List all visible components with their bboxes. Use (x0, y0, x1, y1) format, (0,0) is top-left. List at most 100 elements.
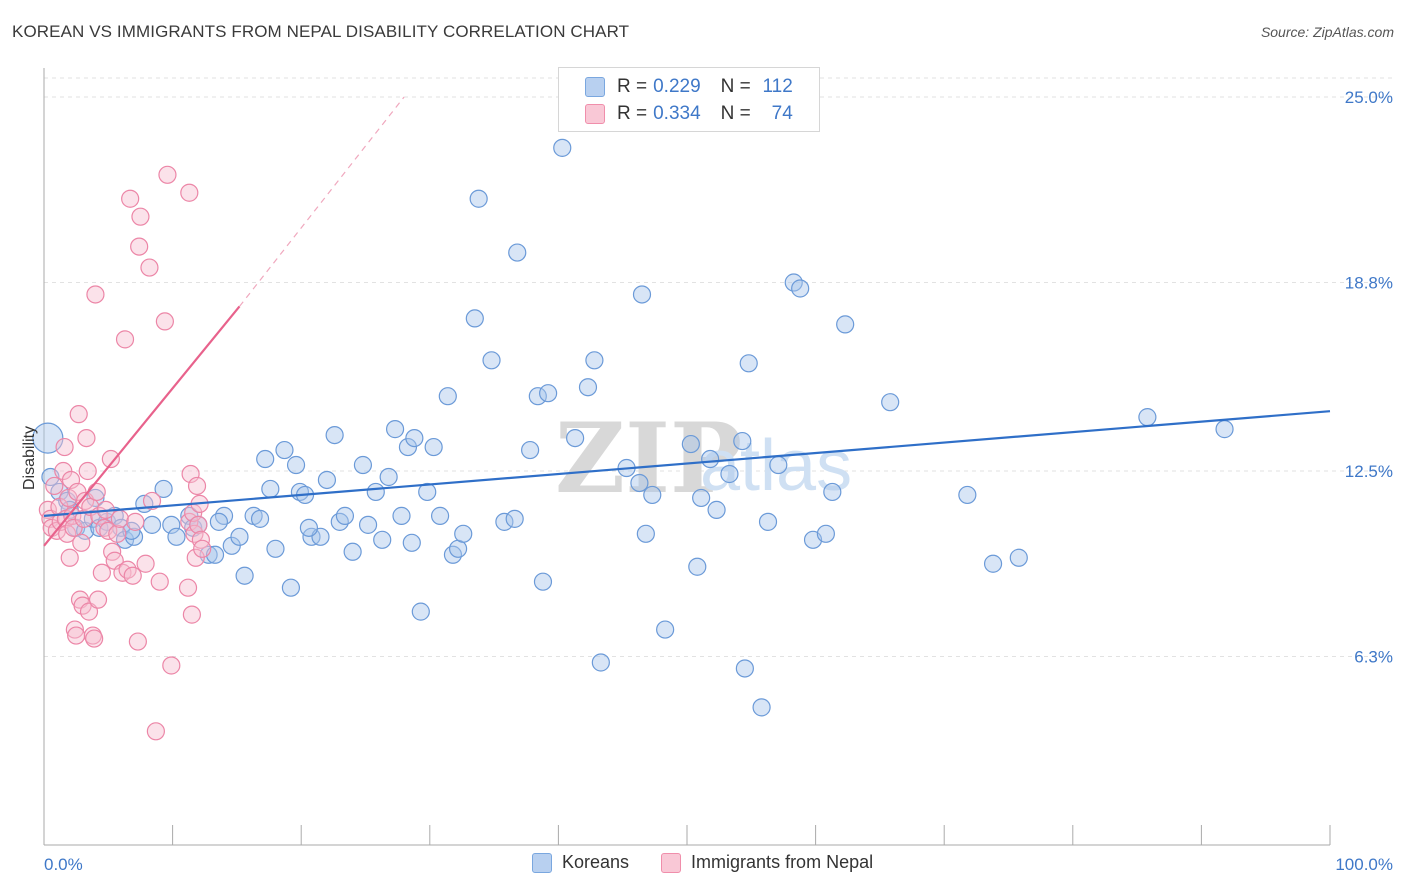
data-point (881, 393, 900, 412)
bottom-legend: Koreans Immigrants from Nepal (532, 852, 905, 873)
data-point (88, 590, 108, 609)
data-point (55, 437, 74, 457)
data-point (373, 530, 392, 549)
data-point (60, 548, 79, 567)
data-point (275, 440, 294, 460)
data-point (67, 626, 86, 645)
data-point (45, 476, 64, 496)
legend-swatch-pink (585, 104, 605, 124)
data-point (162, 656, 181, 675)
data-point (158, 165, 177, 184)
x-tick-label-max: 100.0% (1335, 855, 1393, 874)
data-point (235, 566, 254, 585)
legend-box: R = 0.229 N = 112 R = 0.334 N = 74 (558, 67, 820, 132)
data-point (643, 485, 662, 505)
data-point (142, 515, 162, 534)
data-point (83, 626, 102, 645)
data-point (591, 653, 610, 672)
legend-n-value: 74 (771, 103, 793, 124)
data-point (130, 237, 149, 256)
data-point (250, 509, 270, 528)
data-point (140, 258, 159, 277)
data-point (101, 449, 120, 469)
data-point (136, 554, 155, 573)
legend-swatch-blue (585, 77, 605, 97)
legend-n-label: N = (720, 103, 751, 124)
data-point (128, 632, 147, 651)
data-point (636, 524, 655, 543)
data-point (121, 189, 140, 208)
y-axis-label: Disability (21, 426, 38, 490)
data-point (424, 437, 443, 457)
data-point (769, 455, 788, 475)
data-point (77, 428, 96, 448)
y-tick-labels: 6.3% 12.5% 18.8% 25.0% (1345, 88, 1393, 667)
data-point (86, 285, 105, 304)
data-point (443, 545, 463, 564)
data-point (539, 384, 558, 403)
data-point (325, 425, 344, 445)
bottom-legend-label-koreans: Koreans (562, 852, 630, 872)
data-point (281, 578, 301, 597)
legend-row-koreans: R = 0.229 N = 112 (585, 75, 793, 99)
legend-row-nepal: R = 0.334 N = 74 (585, 102, 793, 126)
data-point (65, 620, 84, 639)
y-tick-label: 6.3% (1354, 648, 1393, 667)
data-point (533, 572, 553, 591)
bottom-legend-koreans: Koreans (532, 852, 629, 873)
data-point (162, 515, 181, 534)
y-tick-label: 18.8% (1345, 274, 1393, 293)
data-point (739, 354, 758, 373)
data-point (256, 449, 275, 469)
data-point (791, 279, 810, 298)
data-point (32, 422, 64, 454)
data-point (87, 482, 106, 502)
data-point (150, 572, 169, 591)
data-point (398, 437, 418, 457)
data-point (154, 479, 173, 499)
data-point (330, 512, 349, 531)
data-point (182, 605, 201, 624)
data-point (1215, 420, 1234, 439)
data-point (816, 524, 835, 543)
series-nepal (38, 165, 212, 741)
bottom-legend-label-nepal: Immigrants from Nepal (691, 852, 874, 872)
data-point (411, 602, 430, 621)
data-point (758, 512, 778, 531)
data-point (430, 506, 450, 525)
data-point (358, 515, 378, 534)
data-point (214, 506, 234, 525)
data-point (521, 440, 540, 460)
data-point (454, 524, 473, 543)
data-point (108, 524, 127, 543)
data-point (186, 548, 205, 567)
data-point (656, 620, 675, 639)
data-point (189, 515, 208, 534)
data-point (438, 387, 457, 406)
trend-line-nepal (43, 305, 241, 547)
data-point (733, 431, 752, 451)
trend-lines (43, 96, 1331, 547)
data-point (379, 467, 398, 487)
data-point (193, 539, 212, 558)
y-tick-label: 25.0% (1345, 88, 1393, 107)
data-point (72, 533, 91, 552)
data-point (553, 138, 572, 157)
trend-line-nepal-extension (239, 96, 405, 307)
data-point (681, 434, 700, 454)
data-point (469, 189, 488, 208)
data-point (85, 629, 104, 648)
data-point (230, 527, 249, 546)
data-point (392, 506, 411, 525)
y-tick-label: 12.5% (1345, 462, 1393, 481)
data-point (180, 183, 199, 202)
data-point (146, 722, 165, 741)
data-point (528, 387, 547, 406)
bottom-legend-swatch-pink (661, 852, 682, 873)
data-point (720, 464, 739, 484)
data-point (317, 470, 337, 490)
data-point (78, 461, 97, 481)
bottom-legend-swatch-blue (532, 852, 552, 873)
legend-r-value: 0.334 (653, 103, 701, 124)
legend-r-label: R = (617, 76, 648, 97)
